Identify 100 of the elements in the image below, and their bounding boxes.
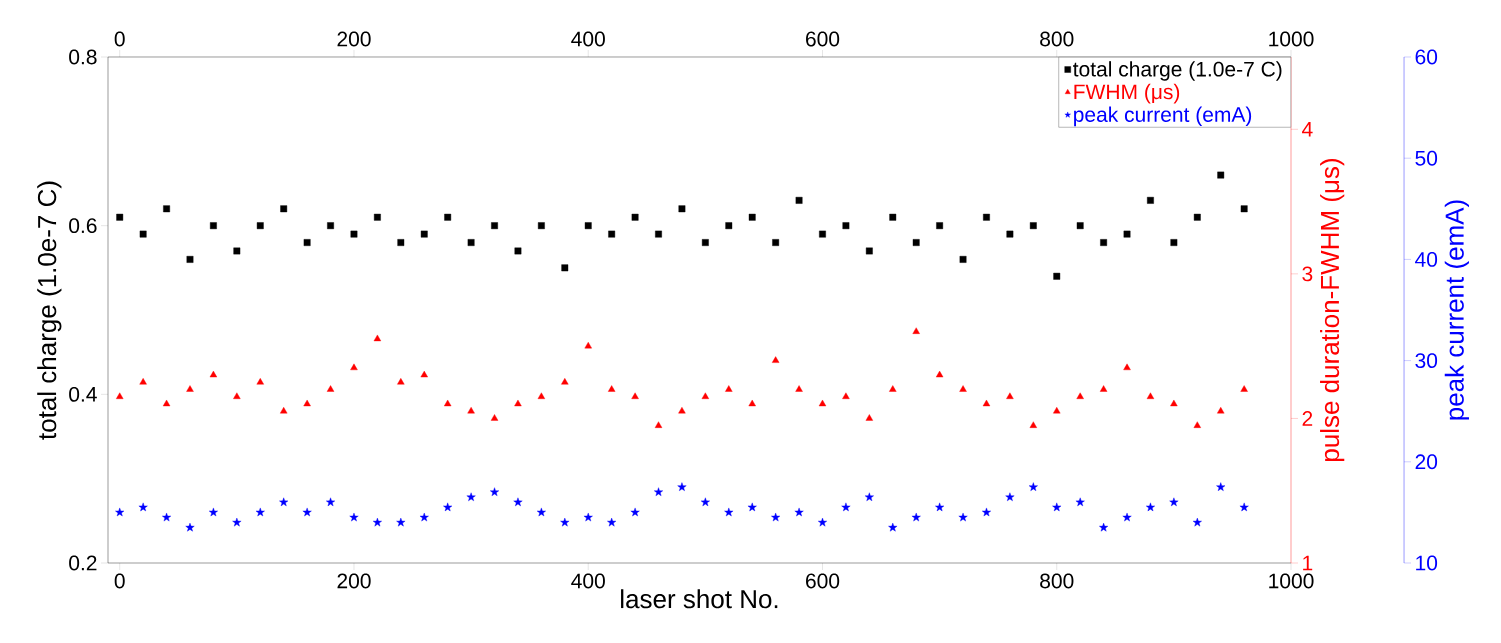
x-axis-title: laser shot No.: [621, 589, 778, 609]
y2-tick-label: 2: [1302, 411, 1313, 426]
point: [865, 414, 874, 421]
y3-tick-label: 20: [1415, 454, 1438, 470]
y-tick-label: 0.4: [69, 386, 97, 402]
point: [841, 502, 851, 512]
y3-tick-label: 40: [1415, 251, 1438, 267]
point: [795, 196, 803, 204]
point: [888, 522, 898, 532]
point: [1145, 502, 1155, 512]
point: [350, 230, 358, 238]
point: [208, 507, 218, 517]
point: [115, 507, 125, 517]
point: [1170, 239, 1178, 246]
point: [1006, 392, 1014, 399]
point: [444, 213, 452, 221]
point: [889, 213, 897, 221]
point: [1123, 363, 1131, 371]
point: [256, 378, 264, 385]
point: [186, 385, 194, 392]
point: [1217, 171, 1225, 179]
x2-tick-label: 800: [1040, 31, 1074, 47]
point: [678, 407, 686, 414]
point: [818, 517, 827, 527]
point: [1192, 517, 1202, 527]
y-tick-label: 0.2: [69, 555, 97, 571]
point: [608, 385, 616, 392]
point: [372, 517, 382, 527]
y3-tick-label: 50: [1415, 150, 1438, 166]
point: [748, 213, 756, 221]
point: [138, 502, 148, 512]
point: [911, 512, 921, 522]
point: [420, 230, 428, 238]
point: [326, 385, 335, 392]
y-tick-label: 0.6: [69, 218, 97, 234]
x-tick-label: 200: [337, 573, 371, 589]
point: [1028, 482, 1038, 491]
y-tick-label: 0.8: [69, 49, 97, 65]
x-tick-label: 600: [806, 573, 840, 589]
point: [678, 205, 686, 213]
point: [233, 247, 241, 255]
point: [256, 222, 264, 230]
point: [162, 512, 172, 522]
point: [935, 370, 944, 378]
point: [584, 341, 592, 349]
point: [1123, 230, 1131, 238]
point: [1076, 222, 1084, 230]
y3-tick-label: 10: [1416, 555, 1438, 571]
point: [209, 370, 218, 378]
point: [1029, 222, 1037, 230]
x2-tick-label: 1000: [1269, 31, 1314, 47]
y2-tick-label: 3: [1302, 266, 1313, 282]
point: [420, 370, 428, 378]
point: [1053, 407, 1061, 414]
y2-tick-label: 4: [1302, 122, 1313, 137]
point: [1146, 392, 1155, 399]
x-tick-label: 400: [571, 573, 605, 589]
legend-label: peak current (emA): [1074, 106, 1252, 127]
point: [280, 205, 288, 213]
point: [772, 239, 780, 246]
point: [912, 239, 920, 246]
point: [302, 507, 312, 517]
point: [232, 517, 242, 527]
point: [1052, 502, 1062, 512]
point: [912, 327, 920, 334]
point: [210, 222, 217, 230]
point: [514, 399, 522, 407]
point: [1075, 497, 1085, 507]
point: [396, 517, 406, 527]
point: [865, 247, 873, 255]
x2-tick-label: 0: [114, 31, 125, 47]
point: [397, 239, 405, 246]
point: [1239, 502, 1249, 512]
point: [350, 363, 358, 371]
point: [233, 392, 241, 399]
point: [864, 492, 874, 502]
point: [748, 399, 756, 407]
point: [1099, 522, 1109, 532]
point: [327, 222, 334, 230]
point: [139, 230, 147, 238]
y3-tick-label: 30: [1415, 353, 1438, 369]
point: [280, 407, 288, 414]
point: [537, 392, 546, 399]
point: [467, 239, 475, 246]
point: [490, 414, 499, 421]
point: [771, 512, 781, 522]
point: [303, 399, 311, 407]
point: [326, 497, 336, 507]
x2-tick-label: 200: [337, 31, 371, 47]
point: [584, 222, 592, 230]
point: [255, 507, 265, 517]
point: [842, 222, 850, 230]
y3-tick-label: 60: [1415, 49, 1438, 65]
point: [630, 507, 640, 517]
point: [725, 222, 733, 230]
point: [185, 522, 195, 532]
point: [889, 385, 897, 392]
point: [959, 385, 967, 392]
x-tick-label: 0: [114, 573, 125, 589]
point: [771, 356, 780, 363]
